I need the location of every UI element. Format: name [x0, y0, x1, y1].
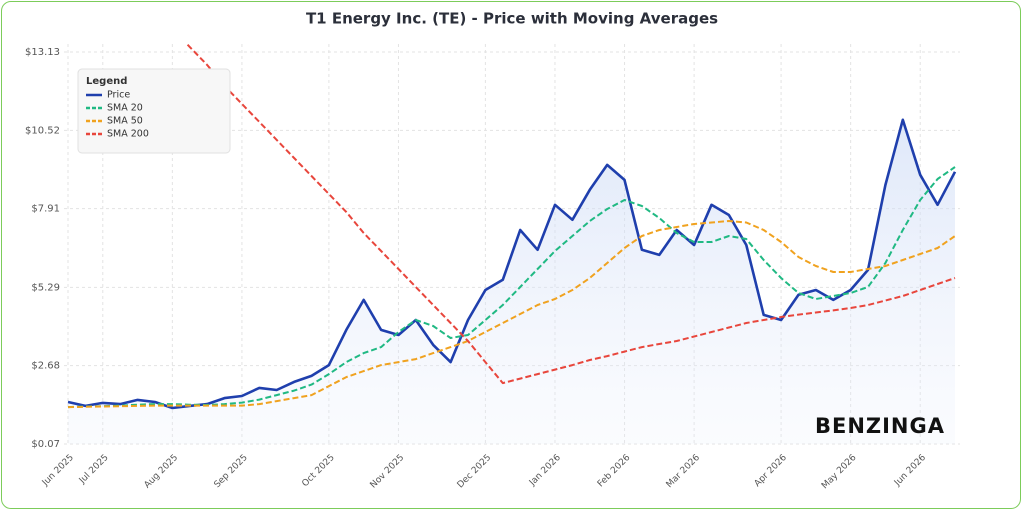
legend-label: SMA 20 — [107, 103, 143, 114]
series-line — [67, 118, 957, 410]
legend-box — [77, 68, 231, 154]
y-tick-label: $10.52 — [25, 125, 60, 136]
x-tick-label: Mar 2026 — [665, 453, 702, 490]
x-tick-label: May 2026 — [820, 453, 859, 492]
x-tick-label: Dec 2025 — [456, 453, 494, 491]
legend-label: Price — [107, 90, 130, 101]
y-tick-label: $13.13 — [25, 47, 60, 58]
legend-title: Legend — [86, 76, 127, 87]
x-tick-label: Apr 2026 — [753, 453, 789, 489]
x-tick-label: Feb 2026 — [596, 453, 633, 490]
y-tick-label: $5.29 — [31, 282, 60, 293]
legend-label: SMA 200 — [107, 129, 149, 140]
series-line — [67, 166, 956, 409]
series-line — [185, 44, 956, 385]
x-tick-label: Jul 2025 — [77, 453, 111, 487]
x-tick-label: Aug 2025 — [143, 453, 181, 491]
x-tick-label: Jan 2026 — [527, 453, 563, 489]
x-tick-label: Nov 2025 — [369, 453, 407, 491]
watermark: BENZINGA — [815, 414, 945, 438]
y-tick-label: $0.07 — [31, 439, 60, 450]
series-line — [67, 220, 956, 409]
x-tick-label: Oct 2025 — [300, 453, 336, 489]
y-tick-label: $7.91 — [31, 204, 60, 215]
x-tick-label: Sep 2025 — [213, 453, 250, 490]
price-area — [68, 119, 955, 444]
x-tick-label: Jun 2025 — [40, 453, 76, 489]
legend-label: SMA 50 — [107, 116, 143, 127]
x-tick-label: Jun 2026 — [892, 453, 928, 489]
y-tick-label: $2.68 — [31, 361, 60, 372]
chart-title: T1 Energy Inc. (TE) - Price with Moving … — [306, 10, 718, 28]
